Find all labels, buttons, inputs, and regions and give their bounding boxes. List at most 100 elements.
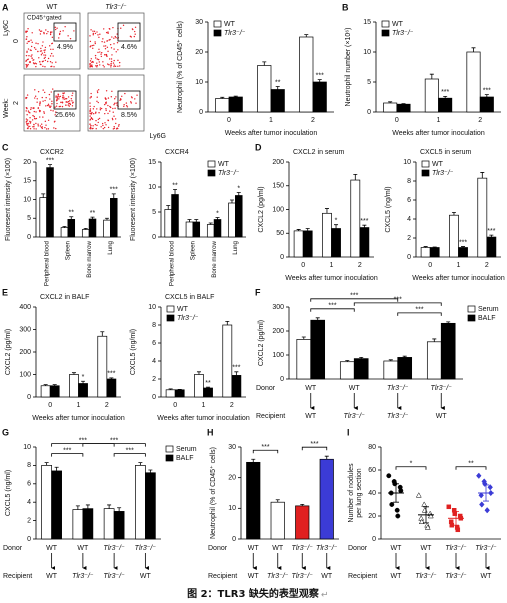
legend-swatch: [165, 454, 174, 462]
event-dot: [102, 61, 104, 63]
x-axis-label: Weeks after tumor inoculation: [285, 275, 378, 282]
donor-label: Tlr3⁻/⁻: [475, 545, 497, 552]
gate-event-dot: [57, 93, 60, 96]
event-dot: [27, 28, 29, 30]
y-tick-label: 20: [23, 159, 31, 166]
caption: 图 2：TLR3 缺失的表型观察: [187, 587, 320, 600]
gate-event-dot: [123, 104, 125, 106]
gate-event-dot: [120, 27, 122, 29]
event-dot: [100, 107, 103, 110]
event-dot: [102, 124, 104, 127]
gate-event-dot: [125, 102, 128, 104]
significance-bracket: [353, 302, 442, 306]
y-tick-label: 4: [407, 216, 411, 223]
recipient-label: Tlr3⁻/⁻: [387, 413, 409, 420]
event-dot: [115, 96, 117, 98]
event-dot: [31, 54, 33, 56]
donor-label: WT: [349, 385, 361, 392]
event-dot: [27, 122, 29, 125]
data-point: [424, 524, 431, 530]
event-dot: [34, 95, 37, 97]
event-dot: [50, 65, 52, 68]
event-dot: [26, 50, 28, 52]
event-dot: [110, 47, 113, 49]
event-dot: [113, 102, 116, 105]
event-dot: [43, 31, 45, 34]
event-dot: [101, 51, 103, 54]
event-dot: [33, 47, 36, 49]
event-dot: [40, 30, 43, 32]
gate-event-dot: [62, 95, 64, 97]
y-tick-label: 400: [19, 304, 31, 311]
x-tick-label: Spleen: [190, 240, 197, 260]
y-tick-label: 200: [272, 159, 284, 166]
donor-row-title: Donor: [256, 385, 276, 392]
y-tick-label: 0: [152, 394, 156, 401]
event-dot: [25, 97, 27, 100]
event-dot: [30, 39, 32, 41]
bar: [46, 167, 54, 238]
event-dot: [39, 50, 42, 52]
bar: [72, 509, 84, 540]
gate-event-dot: [58, 37, 60, 39]
event-dot: [44, 54, 47, 56]
event-dot: [26, 51, 28, 53]
event-dot: [89, 108, 92, 110]
event-dot: [35, 111, 37, 113]
error-bar: [44, 462, 49, 466]
chart-title: CXCR4: [165, 149, 189, 156]
event-dot: [25, 110, 27, 112]
column-label: WT: [47, 4, 59, 11]
event-dot: [29, 112, 31, 114]
event-dot: [89, 40, 92, 43]
error-bar: [109, 377, 114, 379]
event-dot: [44, 126, 46, 129]
event-dot: [42, 89, 44, 91]
legend-label: WT: [224, 21, 236, 28]
gate-event-dot: [130, 36, 132, 38]
event-dot: [39, 125, 42, 127]
y-tick-label: 2: [407, 235, 411, 242]
event-dot: [100, 55, 103, 58]
error-bar: [334, 224, 339, 229]
y-tick-label: 8: [27, 462, 31, 469]
significance-label: ***: [107, 371, 115, 378]
event-dot: [37, 43, 39, 45]
gate-event-dot: [68, 105, 71, 107]
event-dot: [47, 119, 50, 121]
gate-event-dot: [63, 92, 66, 94]
event-dot: [47, 128, 50, 130]
significance-bracket: [395, 466, 427, 470]
y-tick-label: 6: [407, 197, 411, 204]
event-dot: [95, 57, 97, 59]
event-dot: [107, 97, 110, 99]
event-dot: [114, 35, 116, 38]
error-bar: [90, 216, 95, 219]
y-tick-label: 20: [368, 513, 376, 520]
x-tick-label: 1: [457, 262, 461, 269]
legend-swatch: [213, 20, 222, 28]
event-dot: [89, 60, 92, 62]
event-dot: [50, 48, 52, 50]
y-tick-label: 100: [272, 206, 284, 213]
bar: [383, 102, 398, 113]
event-dot: [31, 57, 33, 59]
bar: [257, 65, 272, 113]
bar: [231, 375, 242, 398]
event-dot: [117, 65, 119, 67]
gate-event-dot: [134, 98, 136, 100]
event-dot: [32, 126, 34, 128]
event-dot: [29, 49, 32, 51]
chart-title: CXCR2: [40, 149, 64, 156]
bar: [135, 465, 146, 540]
data-point: [478, 492, 484, 499]
gate-event-dot: [71, 105, 74, 107]
y-axis-label: CXCL5 (ng/ml): [385, 186, 392, 232]
event-dot: [98, 117, 101, 120]
gate-event-dot: [73, 30, 75, 32]
event-dot: [113, 103, 115, 106]
gate-event-dot: [59, 32, 61, 35]
event-dot: [92, 34, 94, 36]
error-bar: [54, 466, 59, 471]
significance-label: *: [216, 210, 219, 217]
